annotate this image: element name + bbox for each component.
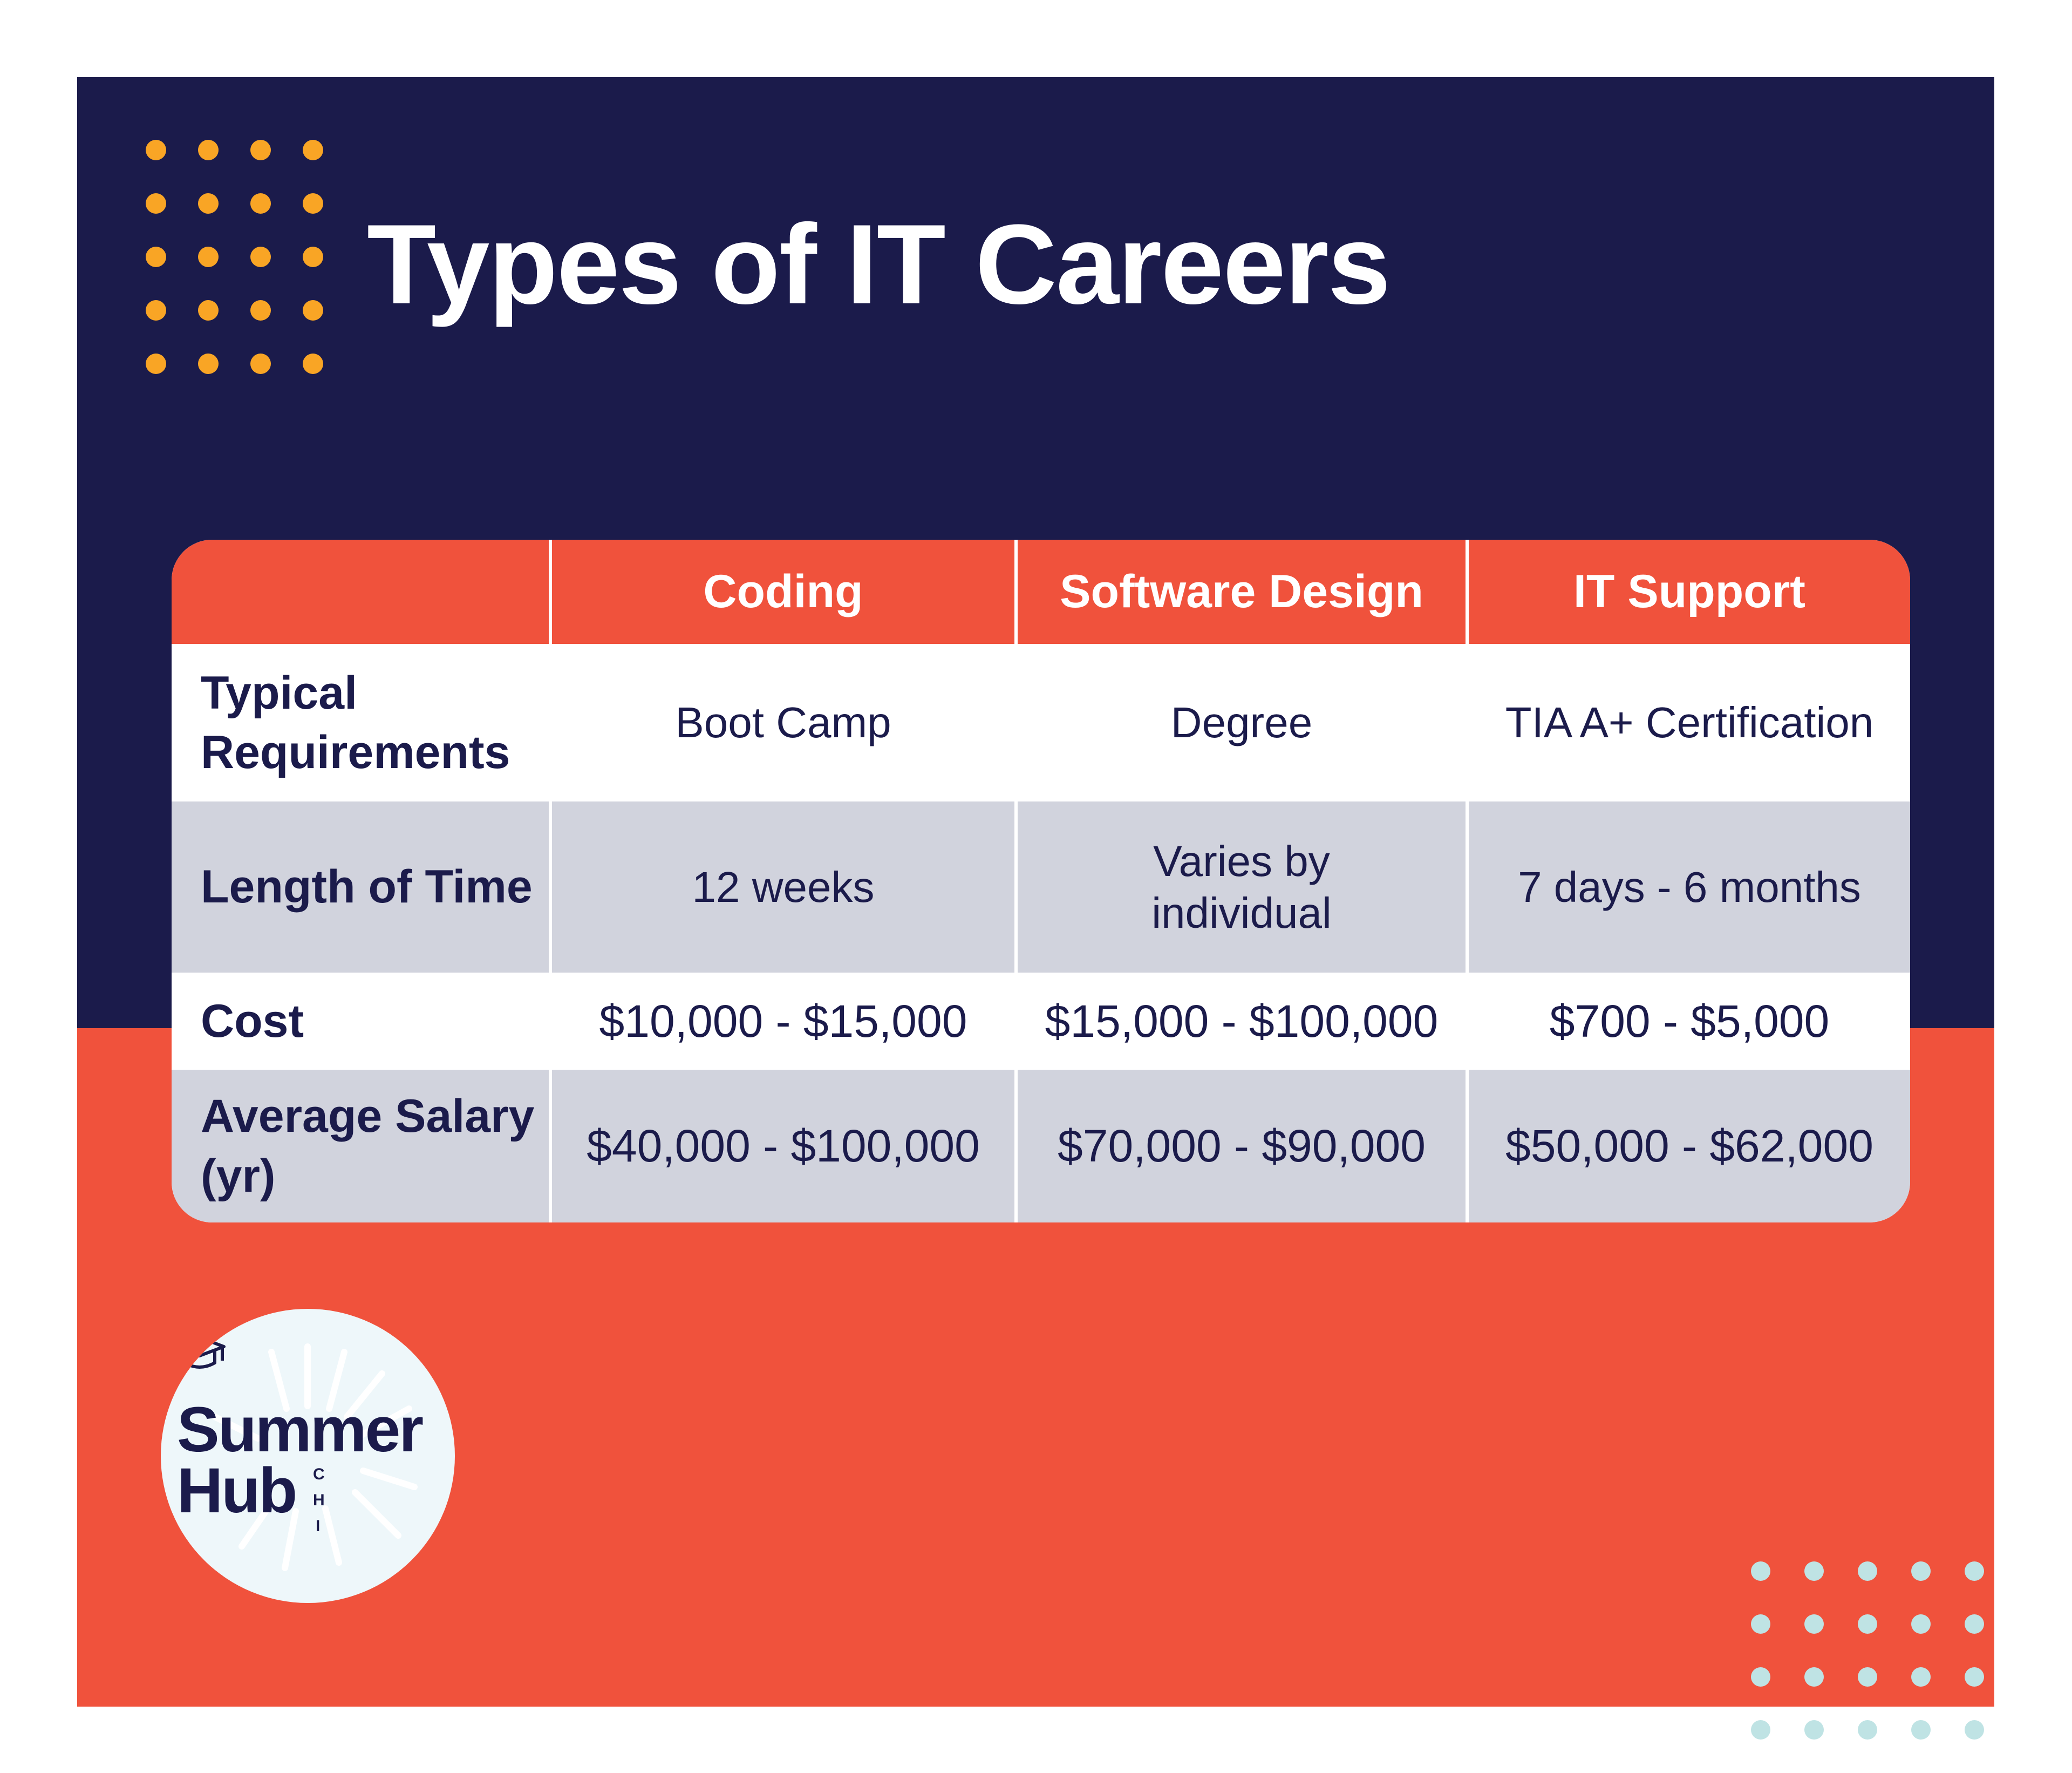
row-label-cost: Cost	[172, 973, 550, 1070]
orange-dot	[198, 193, 219, 214]
teal-dot	[1751, 1561, 1770, 1581]
teal-dot	[1911, 1561, 1931, 1581]
logo-letter-c: C	[313, 1465, 325, 1483]
table-row: Typical Requirements Boot Camp Degree TI…	[172, 644, 1910, 801]
row-label-typical-requirements: Typical Requirements	[172, 644, 550, 801]
orange-dot	[303, 193, 323, 214]
table-cell: TIA A+ Certification	[1466, 644, 1910, 801]
teal-dot	[1858, 1720, 1877, 1740]
teal-dot	[1965, 1667, 1984, 1687]
sunburst-rays	[212, 1343, 418, 1571]
orange-dot	[303, 247, 323, 267]
table-row: Average Salary (yr) $40,000 - $100,000 $…	[172, 1070, 1910, 1222]
teal-dot	[1965, 1561, 1984, 1581]
orange-dot	[146, 300, 166, 321]
logo-word-hub: Hub	[177, 1455, 297, 1526]
orange-dot	[198, 300, 219, 321]
careers-table-container: Coding Software Design IT Support Typica…	[172, 540, 1910, 1222]
graduation-cap-icon	[174, 1336, 226, 1369]
orange-dot	[303, 354, 323, 374]
orange-dot	[146, 140, 166, 160]
logo-letter-h: H	[313, 1491, 325, 1509]
table-cell: $15,000 - $100,000	[1014, 973, 1467, 1070]
orange-dot	[303, 140, 323, 160]
orange-dot	[250, 140, 271, 160]
teal-dot	[1965, 1614, 1984, 1634]
teal-dot	[1804, 1614, 1824, 1634]
orange-dot	[250, 247, 271, 267]
teal-dot	[1751, 1720, 1770, 1740]
teal-dot	[1751, 1614, 1770, 1634]
orange-dot	[250, 300, 271, 321]
table-cell: 12 weeks	[549, 801, 1016, 973]
orange-dot	[303, 300, 323, 321]
column-header-coding: Coding	[549, 540, 1016, 644]
table-row: Cost $10,000 - $15,000 $15,000 - $100,00…	[172, 973, 1910, 1070]
table-cell: $70,000 - $90,000	[1014, 1070, 1467, 1222]
orange-dot	[146, 193, 166, 214]
teal-dot	[1858, 1667, 1877, 1687]
row-label-length-of-time: Length of Time	[172, 801, 550, 973]
teal-dot	[1965, 1720, 1984, 1740]
column-header-empty	[172, 540, 550, 644]
page-title: Types of IT Careers	[367, 201, 1391, 328]
teal-dot	[1751, 1667, 1770, 1687]
table-row: Length of Time 12 weeks Varies by indivi…	[172, 801, 1910, 973]
teal-dot	[1804, 1720, 1824, 1740]
table-header-row: Coding Software Design IT Support	[172, 540, 1910, 644]
table-cell: $700 - $5,000	[1466, 973, 1910, 1070]
summer-hub-logo: Summer Hub C H I	[161, 1309, 455, 1603]
teal-dot	[1858, 1614, 1877, 1634]
table-cell: $40,000 - $100,000	[549, 1070, 1016, 1222]
teal-dot	[1858, 1561, 1877, 1581]
logo-word-summer: Summer	[177, 1394, 424, 1465]
orange-dot	[146, 247, 166, 267]
table-cell: $50,000 - $62,000	[1466, 1070, 1910, 1222]
orange-dot	[198, 247, 219, 267]
teal-dot	[1911, 1720, 1931, 1740]
column-header-software-design: Software Design	[1014, 540, 1467, 644]
orange-dot	[250, 354, 271, 374]
careers-table: Coding Software Design IT Support Typica…	[172, 540, 1910, 1222]
logo-letter-i: I	[316, 1517, 321, 1535]
column-header-it-support: IT Support	[1466, 540, 1910, 644]
teal-dot	[1804, 1561, 1824, 1581]
orange-dot	[250, 193, 271, 214]
orange-dot	[198, 140, 219, 160]
orange-dot	[198, 354, 219, 374]
row-label-average-salary: Average Salary (yr)	[172, 1070, 550, 1222]
teal-dot	[1911, 1667, 1931, 1687]
teal-dot	[1911, 1614, 1931, 1634]
teal-dot	[1804, 1667, 1824, 1687]
table-cell: Varies by individual	[1014, 801, 1467, 973]
orange-dot	[146, 354, 166, 374]
table-cell: 7 days - 6 months	[1466, 801, 1910, 973]
table-cell: $10,000 - $15,000	[549, 973, 1016, 1070]
table-cell: Degree	[1014, 644, 1467, 801]
table-cell: Boot Camp	[549, 644, 1016, 801]
